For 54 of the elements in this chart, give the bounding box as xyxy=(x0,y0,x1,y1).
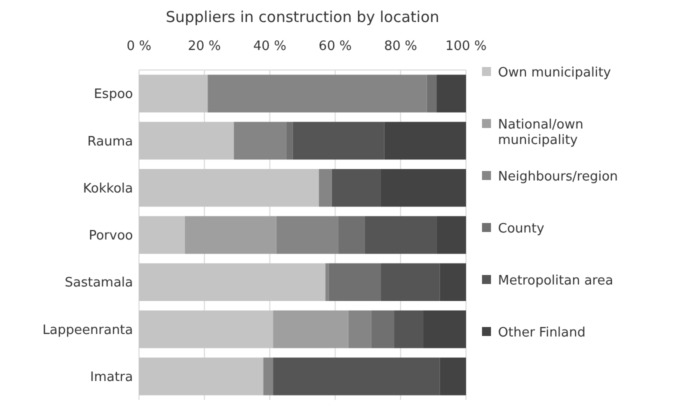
x-tick-label: 40 % xyxy=(253,39,286,54)
y-tick-label: Sastamala xyxy=(64,276,133,291)
bar xyxy=(348,310,372,348)
bar xyxy=(139,263,326,301)
legend-label: Other Finland xyxy=(498,326,586,341)
bar xyxy=(371,310,394,348)
legend-label: County xyxy=(498,222,545,237)
bar xyxy=(394,310,424,348)
bar xyxy=(384,122,466,160)
y-tick-label: Lappeenranta xyxy=(42,322,133,338)
legend-label: Metropolitan area xyxy=(498,274,614,289)
bar xyxy=(318,169,332,207)
legend-label: National/own municipality xyxy=(498,118,584,148)
y-tick-label: Porvoo xyxy=(88,228,134,244)
y-tick-label: Kokkola xyxy=(83,181,133,196)
bar xyxy=(423,310,466,348)
bar xyxy=(263,358,274,396)
bar xyxy=(325,263,329,301)
bar xyxy=(286,122,293,160)
x-tick-label: 80 % xyxy=(384,39,418,54)
bar xyxy=(328,263,381,301)
bar xyxy=(380,169,466,207)
bar xyxy=(364,216,437,254)
bar xyxy=(436,216,466,254)
bar xyxy=(184,216,276,254)
bar xyxy=(273,358,440,396)
bar xyxy=(234,122,286,160)
chart-title: Suppliers in construction by location xyxy=(166,8,440,26)
y-tick-label: Espoo xyxy=(94,87,134,102)
bar xyxy=(139,169,319,207)
x-tick-label: 0 % xyxy=(126,39,152,54)
legend-label: Own municipality xyxy=(498,66,612,81)
bar xyxy=(276,216,338,254)
bar xyxy=(338,216,365,254)
bar xyxy=(273,310,348,348)
bar xyxy=(440,263,466,301)
legend-label: Neighbours/region xyxy=(498,170,618,185)
bar xyxy=(139,216,185,254)
bar xyxy=(426,74,437,112)
x-tick-label: 60 % xyxy=(318,39,352,54)
bar xyxy=(208,74,427,112)
bar xyxy=(332,169,381,207)
y-tick-label: Imatra xyxy=(90,370,133,385)
y-tick-label: Rauma xyxy=(87,134,133,150)
bar xyxy=(139,122,234,160)
bar xyxy=(440,358,466,396)
x-tick-label: 100 % xyxy=(445,39,487,54)
x-tick-label: 20 % xyxy=(188,39,221,54)
bar xyxy=(292,122,384,160)
bar xyxy=(436,74,466,112)
bar xyxy=(139,310,274,348)
bar xyxy=(380,263,440,301)
bar xyxy=(139,74,208,112)
bar xyxy=(139,358,264,396)
